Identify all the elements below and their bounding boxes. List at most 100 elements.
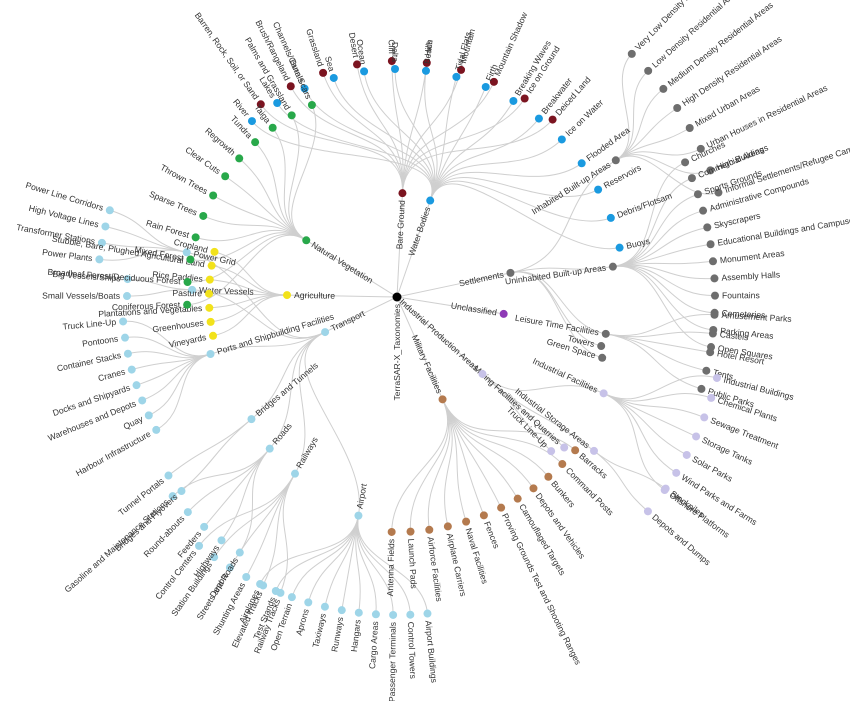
tree-node-sparse-trees[interactable]: Sparse Trees bbox=[148, 189, 208, 220]
tree-node-industrial-facilities[interactable]: Industrial Facilities bbox=[531, 356, 608, 398]
tree-node-truck-line-up[interactable]: Truck Line-Up bbox=[62, 317, 128, 332]
tree-link bbox=[245, 473, 296, 578]
tree-node-pasture[interactable]: Pasture bbox=[172, 288, 214, 299]
tree-node-runways[interactable]: Runways bbox=[329, 606, 346, 653]
tree-node-taxiways[interactable]: Taxiways bbox=[310, 602, 329, 649]
node-dot bbox=[672, 468, 681, 477]
tree-node-airforce-facilities[interactable]: Airforce Facilities bbox=[425, 525, 444, 602]
node-label: Power Plants bbox=[42, 247, 93, 263]
node-dot bbox=[598, 353, 607, 362]
tree-node-greenhouses[interactable]: Greenhouses bbox=[152, 318, 215, 335]
node-dot bbox=[319, 68, 328, 77]
node-label: Bunkers bbox=[549, 479, 577, 510]
node-dot bbox=[423, 609, 432, 618]
tree-link bbox=[396, 296, 444, 400]
tree-node-antenna-fields[interactable]: Antenna Fields bbox=[385, 527, 396, 596]
tree-node-assembly-halls[interactable]: Assembly Halls bbox=[710, 269, 780, 283]
tree-node-fountains[interactable]: Fountains bbox=[710, 290, 760, 300]
tree-node-railways[interactable]: Railways bbox=[291, 435, 320, 478]
tree-node-castels[interactable]: Castels bbox=[708, 329, 749, 342]
tree-node-beach[interactable]: Beach bbox=[422, 39, 435, 75]
tree-node-water-bodies[interactable]: Water Bodies bbox=[406, 196, 435, 258]
tree-node-monument-areas[interactable]: Monument Areas bbox=[708, 248, 785, 266]
tree-node-cargo-areas[interactable]: Cargo Areas bbox=[367, 610, 380, 669]
tree-link bbox=[396, 272, 511, 298]
node-label: Leisure Time Facilities bbox=[514, 313, 599, 338]
node-dot bbox=[138, 396, 147, 405]
tree-node-skyscrapers[interactable]: Skyscrapers bbox=[703, 210, 761, 232]
tree-root-node[interactable]: TerraSAR-X_Taxonomies bbox=[392, 292, 402, 401]
node-label: Debris/Flotsam bbox=[616, 191, 674, 220]
tree-link bbox=[251, 331, 326, 420]
tree-link bbox=[142, 353, 211, 401]
tree-link bbox=[187, 234, 307, 306]
tree-node-desert[interactable]: Desert bbox=[347, 32, 361, 69]
node-dot bbox=[205, 303, 214, 312]
tree-node-unclassified[interactable]: Unclassified bbox=[450, 300, 508, 318]
node-dot bbox=[687, 174, 696, 183]
tree-node-regrowth[interactable]: Regrowth bbox=[203, 126, 244, 163]
tree-node-delta[interactable]: Delta bbox=[390, 42, 400, 74]
tree-node-agriculture[interactable]: Agriculture bbox=[283, 290, 335, 301]
tree-node-small-vessels-boats[interactable]: Small Vessels/Boats bbox=[42, 291, 132, 301]
tree-node-amusement-parks[interactable]: Amusement Parks bbox=[710, 310, 792, 324]
tree-node-fences[interactable]: Fences bbox=[479, 511, 502, 550]
tree-node-command-posts[interactable]: Command Posts bbox=[558, 460, 616, 518]
node-dot bbox=[706, 240, 715, 249]
node-label: Thrown Trees bbox=[159, 162, 210, 196]
tree-node-hangars[interactable]: Hangars bbox=[349, 608, 363, 653]
tree-node-clear-cuts[interactable]: Clear Cuts bbox=[184, 145, 230, 181]
node-dot bbox=[560, 443, 569, 452]
tree-node-rain-forest[interactable]: Rain Forest bbox=[145, 218, 200, 242]
tree-node-big-vessels-ships[interactable]: Big Vessels/Ships bbox=[52, 269, 132, 284]
tree-node-passenger-terminals[interactable]: Passenger Terminals bbox=[387, 610, 398, 701]
tree-node-quay[interactable]: Quay bbox=[122, 411, 153, 432]
tree-node-ocean[interactable]: Ocean bbox=[355, 39, 369, 76]
tree-node-coniferous-forest[interactable]: Coniferous Forest bbox=[112, 300, 192, 313]
tree-node-water-vessels[interactable]: Water Vessels bbox=[188, 285, 254, 297]
node-dot bbox=[558, 460, 567, 469]
tree-link bbox=[210, 294, 288, 323]
tree-node-hills[interactable]: Hills bbox=[422, 39, 434, 67]
node-dot bbox=[97, 238, 106, 247]
node-label: Runways bbox=[329, 616, 345, 653]
tree-node-grassland[interactable]: Grassland bbox=[304, 27, 328, 77]
tree-node-bridges-and-tunnels[interactable]: Bridges and Tunnels bbox=[247, 360, 320, 424]
node-dot bbox=[371, 610, 380, 619]
tree-link bbox=[612, 226, 708, 268]
node-label: Flooded Area bbox=[584, 125, 631, 163]
tree-node-airplane-carriers[interactable]: Airplane Carriers bbox=[443, 522, 469, 597]
tree-link bbox=[203, 448, 271, 528]
node-dot bbox=[422, 58, 431, 67]
tree-node-mining-facilities-and-quarries[interactable]: Mining Facilities and Quarries bbox=[472, 363, 569, 452]
tree-node-firth[interactable]: Firth bbox=[481, 62, 500, 91]
tree-node-military-facilities[interactable]: Military Facilities bbox=[410, 333, 447, 404]
node-dot bbox=[207, 261, 216, 270]
tree-node-natural-vegetation[interactable]: Natural Vegetation bbox=[302, 236, 375, 286]
tree-node-airport[interactable]: Airport bbox=[354, 482, 369, 520]
tree-node-harbour-infrastructure[interactable]: Harbour Infrastructure bbox=[74, 425, 161, 478]
node-dot bbox=[700, 413, 709, 422]
tree-node-cranes[interactable]: Cranes bbox=[97, 365, 136, 384]
tree-link bbox=[429, 162, 582, 201]
tree-node-sea[interactable]: Sea bbox=[323, 55, 338, 82]
tree-node-bare-ground[interactable]: Bare Ground bbox=[394, 189, 407, 250]
tree-node-roads[interactable]: Roads bbox=[265, 421, 294, 453]
tree-node-launch-pads[interactable]: Launch Pads bbox=[406, 527, 419, 589]
node-label: Fences bbox=[482, 520, 502, 550]
tree-node-control-towers[interactable]: Control Towers bbox=[406, 610, 418, 679]
tree-node-aprons[interactable]: Aprons bbox=[294, 598, 313, 637]
node-dot bbox=[710, 310, 719, 319]
node-dot bbox=[703, 223, 712, 232]
tree-node-vineyards[interactable]: Vineyards bbox=[168, 331, 218, 350]
tree-node-pontoons[interactable]: Pontoons bbox=[81, 333, 130, 349]
tree-node-cliff[interactable]: Cliff bbox=[387, 39, 397, 66]
tree-node-airport-buildings[interactable]: Airport Buildings bbox=[423, 609, 439, 684]
node-label: Desert bbox=[347, 32, 361, 59]
tree-node-docks-and-shipyards[interactable]: Docks and Shipyards bbox=[51, 381, 141, 418]
root-dot bbox=[392, 292, 402, 302]
node-dot bbox=[443, 522, 452, 531]
node-dot bbox=[320, 602, 329, 611]
tree-node-uninhabited-built-up-areas[interactable]: Uninhabited Built-up Areas bbox=[504, 262, 617, 287]
tree-link bbox=[187, 233, 307, 283]
